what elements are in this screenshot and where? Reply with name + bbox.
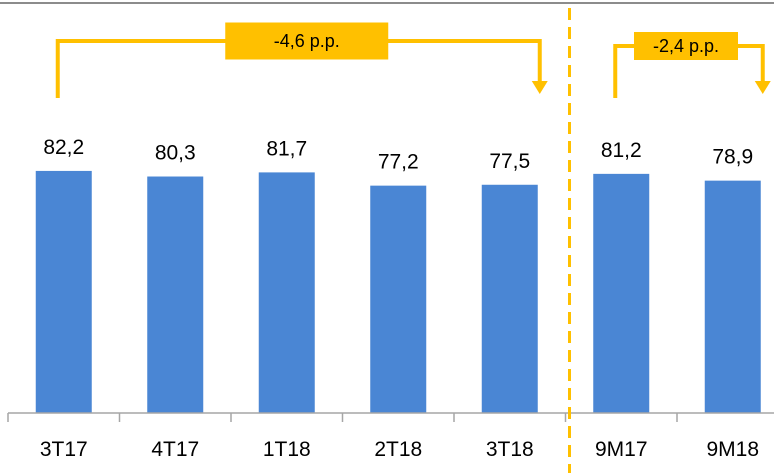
arrow-head-icon: [754, 81, 771, 94]
x-tick-label: 3T17: [40, 438, 88, 461]
bar: [147, 176, 204, 413]
labels-layer: 82,2 3T17 80,3 4T17 81,7 1T18 77,2 2T18 77,5 3T18…: [40, 136, 759, 461]
x-tick-label: 3T18: [486, 438, 534, 461]
data-label: 77,2: [378, 151, 419, 174]
annotation-label: -4,6 p.p.: [274, 31, 340, 51]
x-tick-label: 2T18: [374, 438, 422, 461]
x-tick-label: 1T18: [263, 438, 311, 461]
annotation-box: [225, 22, 389, 60]
x-axis: [7, 412, 774, 422]
x-tick-label: 9M17: [595, 438, 648, 461]
annotation-layer: -4,6 p.p. -2,4 p.p.: [55, 8, 771, 473]
arrow-head-icon: [531, 81, 548, 94]
bar: [258, 172, 315, 413]
data-label: 80,3: [155, 142, 196, 165]
bar: [481, 184, 538, 413]
annotation-label: -2,4 p.p.: [653, 36, 719, 56]
bar: [704, 180, 761, 413]
data-label: 81,7: [266, 137, 307, 160]
bar: [35, 170, 92, 413]
bars-layer: [35, 170, 761, 413]
data-label: 77,5: [489, 150, 530, 173]
annotation-box: [634, 32, 738, 60]
data-label: 81,2: [601, 139, 642, 162]
x-tick-label: 9M18: [706, 438, 759, 461]
bar: [370, 185, 427, 413]
x-tick-label: 4T17: [151, 438, 199, 461]
data-label: 78,9: [712, 146, 753, 169]
bar: [593, 173, 650, 413]
data-label: 82,2: [43, 136, 84, 159]
